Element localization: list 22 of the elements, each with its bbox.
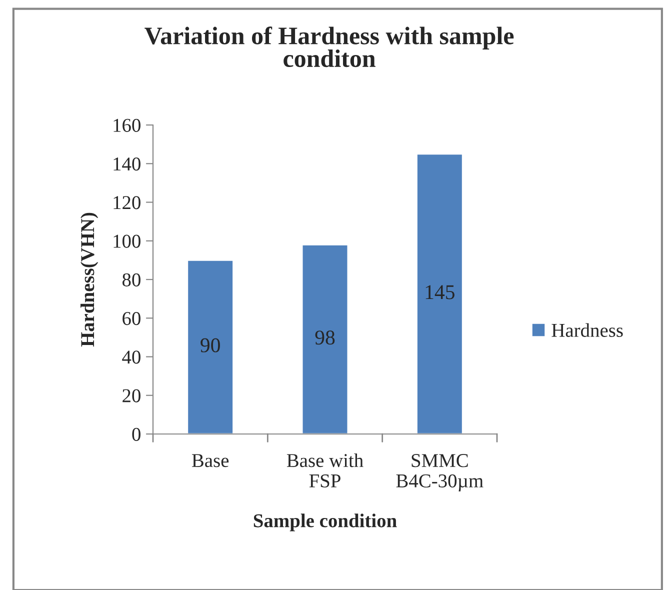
y-tick-label: 160	[114, 118, 140, 132]
x-axis-title: Sample condition	[254, 514, 397, 532]
y-tick-label: 60	[122, 312, 140, 326]
y-tick-label: 20	[122, 389, 140, 402]
x-tick-label: Base	[192, 454, 229, 468]
bar	[186, 259, 234, 434]
y-axis-title: Hardness(VHN)	[80, 212, 98, 347]
y-tick-label: 100	[114, 234, 140, 248]
bar	[416, 153, 464, 434]
bar	[301, 244, 349, 434]
y-tick-label: 120	[114, 196, 140, 210]
data-label: 98	[315, 330, 335, 345]
y-tick-label: 0	[132, 428, 140, 441]
y-tick-label: 140	[114, 157, 140, 171]
x-tick-label: Base with FSP	[286, 453, 364, 488]
x-tick-label: SMMC B4C-30µm	[396, 454, 484, 492]
chart-title: Variation of Hardness with sample conditon	[144, 26, 514, 68]
data-label: 90	[200, 338, 220, 352]
y-tick-label: 80	[122, 273, 140, 286]
legend-label: Hardness	[552, 323, 623, 337]
data-label: 145	[426, 285, 454, 300]
y-tick-label: 40	[122, 350, 140, 364]
